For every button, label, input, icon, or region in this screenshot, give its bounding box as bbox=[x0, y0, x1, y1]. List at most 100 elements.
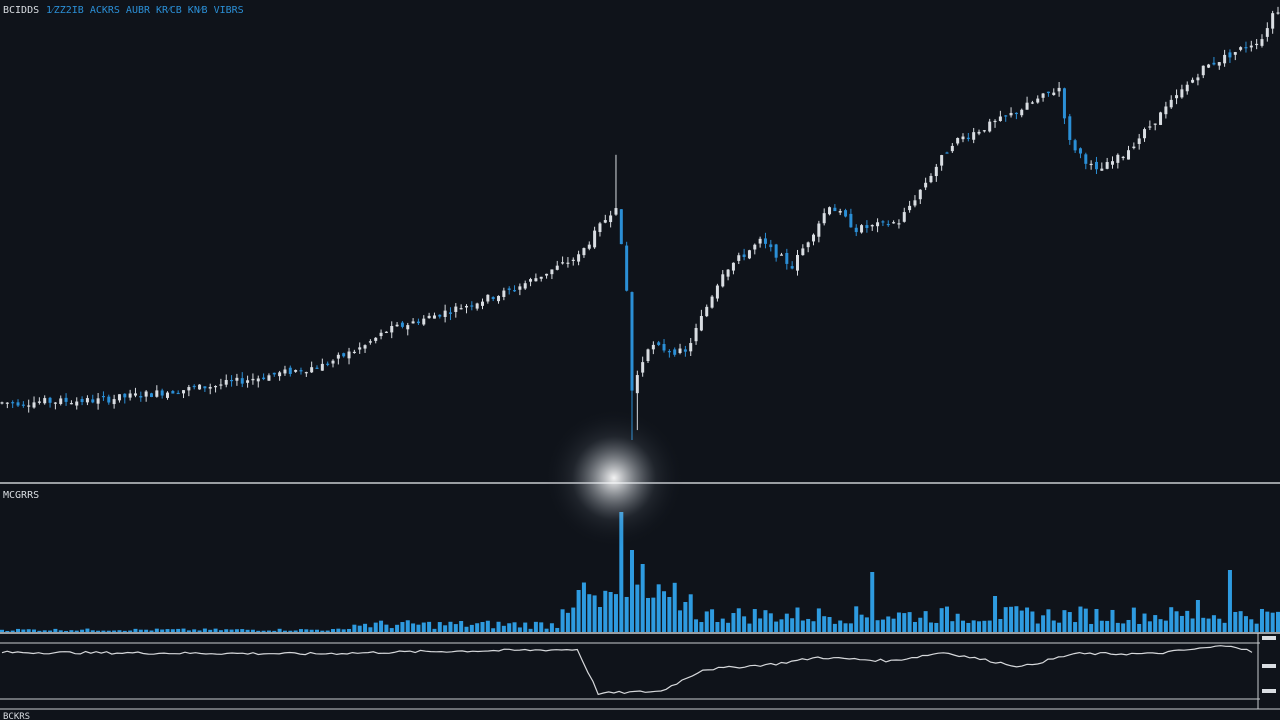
axis-marker-middle bbox=[1262, 664, 1276, 668]
candle-body bbox=[1228, 52, 1232, 58]
candle-body bbox=[587, 244, 591, 249]
volume-bar bbox=[176, 628, 181, 632]
volume-bar bbox=[859, 614, 864, 632]
volume-bar bbox=[421, 622, 426, 632]
candle-body bbox=[112, 399, 116, 405]
volume-bar bbox=[138, 629, 143, 632]
candle-body bbox=[598, 223, 602, 233]
volume-bar bbox=[507, 623, 512, 632]
candle-body bbox=[854, 227, 858, 233]
candle-body bbox=[972, 132, 976, 140]
volume-bar bbox=[838, 620, 843, 632]
volume-bar bbox=[918, 617, 923, 632]
candle-body bbox=[731, 262, 735, 271]
volume-bar bbox=[298, 629, 303, 632]
volume-bar bbox=[864, 617, 869, 632]
candle-body bbox=[929, 175, 933, 183]
volume-bar bbox=[662, 591, 667, 632]
volume-bar bbox=[453, 624, 458, 632]
volume-bar bbox=[42, 630, 47, 632]
candle-body bbox=[1255, 43, 1259, 46]
candle-body bbox=[934, 166, 938, 177]
candle-body bbox=[149, 393, 153, 397]
volume-bar bbox=[1089, 623, 1094, 632]
candle-body bbox=[550, 269, 554, 275]
candle-body bbox=[251, 378, 255, 381]
candle-body bbox=[1148, 126, 1152, 128]
candle-body bbox=[753, 244, 757, 250]
candle-body bbox=[1004, 115, 1008, 117]
candle-body bbox=[630, 292, 634, 391]
volume-bar bbox=[288, 630, 293, 632]
volume-bar bbox=[592, 595, 597, 632]
volume-bar bbox=[1211, 615, 1216, 632]
volume-bar bbox=[987, 620, 992, 632]
candle-body bbox=[427, 315, 431, 319]
volume-bar bbox=[608, 592, 613, 632]
volume-bar bbox=[1217, 618, 1222, 632]
volume-bar bbox=[1254, 623, 1259, 632]
candle-body bbox=[198, 384, 202, 390]
candle-body bbox=[256, 378, 260, 382]
candle-body bbox=[993, 120, 997, 123]
volume-bar bbox=[683, 602, 688, 632]
volume-bar bbox=[699, 622, 704, 632]
volume-bar bbox=[774, 621, 779, 632]
candle-body bbox=[1009, 112, 1013, 116]
candle-body bbox=[320, 363, 324, 371]
volume-bar bbox=[432, 628, 437, 632]
candle-body bbox=[230, 379, 234, 382]
volume-bar bbox=[539, 622, 544, 632]
volume-bar bbox=[1238, 611, 1243, 632]
volume-bar bbox=[875, 620, 880, 632]
candle-body bbox=[219, 384, 223, 386]
candle-body bbox=[865, 225, 869, 228]
candle-body bbox=[310, 367, 314, 373]
volume-bar bbox=[549, 623, 554, 632]
volume-bar bbox=[218, 630, 223, 632]
candle-body bbox=[673, 349, 677, 355]
volume-bar bbox=[1222, 622, 1227, 632]
candle-body bbox=[1116, 154, 1120, 163]
volume-bar bbox=[389, 628, 394, 632]
volume-bar bbox=[208, 629, 213, 632]
volume-bar bbox=[1142, 613, 1147, 632]
volume-bar bbox=[688, 594, 693, 632]
volume-bar bbox=[1179, 615, 1184, 632]
candle-body bbox=[32, 402, 36, 408]
candle-body bbox=[689, 343, 693, 352]
volume-bar bbox=[256, 630, 261, 632]
volume-bar bbox=[619, 512, 624, 632]
candle-body bbox=[101, 396, 105, 398]
volume-bar bbox=[186, 630, 191, 632]
spike-glow bbox=[544, 408, 684, 548]
candle-body bbox=[1169, 99, 1173, 108]
candle-body bbox=[1041, 93, 1045, 98]
candle-body bbox=[945, 152, 949, 154]
candle-body bbox=[566, 262, 570, 264]
volume-bar bbox=[101, 630, 106, 632]
volume-bar bbox=[266, 630, 271, 632]
candle-body bbox=[924, 182, 928, 188]
candle-body bbox=[1078, 148, 1082, 154]
volume-bar bbox=[1115, 622, 1120, 632]
volume-bar bbox=[613, 594, 618, 632]
volume-bar bbox=[117, 630, 122, 632]
candle-body bbox=[107, 396, 111, 403]
candle-body bbox=[1036, 98, 1040, 103]
volume-bar bbox=[571, 607, 576, 632]
volume-bar bbox=[448, 621, 453, 632]
candle-body bbox=[619, 209, 623, 245]
candle-body bbox=[1276, 12, 1280, 14]
volume-bar bbox=[197, 630, 202, 632]
candle-body bbox=[246, 380, 250, 383]
candle-body bbox=[1062, 88, 1066, 119]
volume-bar bbox=[944, 606, 949, 632]
axis-marker-bottom bbox=[1262, 689, 1276, 693]
volume-bar bbox=[1233, 611, 1238, 632]
candle-body bbox=[518, 286, 522, 290]
candle-body bbox=[416, 321, 420, 324]
volume-bar bbox=[1110, 609, 1115, 632]
candle-body bbox=[806, 242, 810, 248]
volume-bar bbox=[48, 630, 53, 632]
